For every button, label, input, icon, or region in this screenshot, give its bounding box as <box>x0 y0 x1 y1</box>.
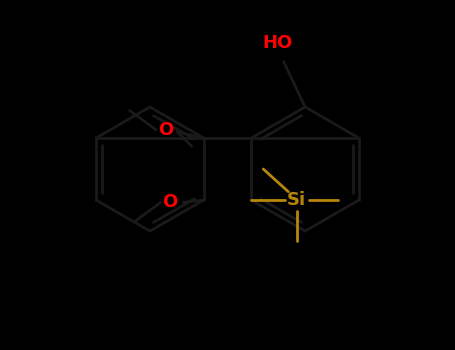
Text: O: O <box>162 194 178 211</box>
Text: Si: Si <box>287 191 306 209</box>
Text: HO: HO <box>263 34 293 52</box>
Text: O: O <box>158 121 173 139</box>
